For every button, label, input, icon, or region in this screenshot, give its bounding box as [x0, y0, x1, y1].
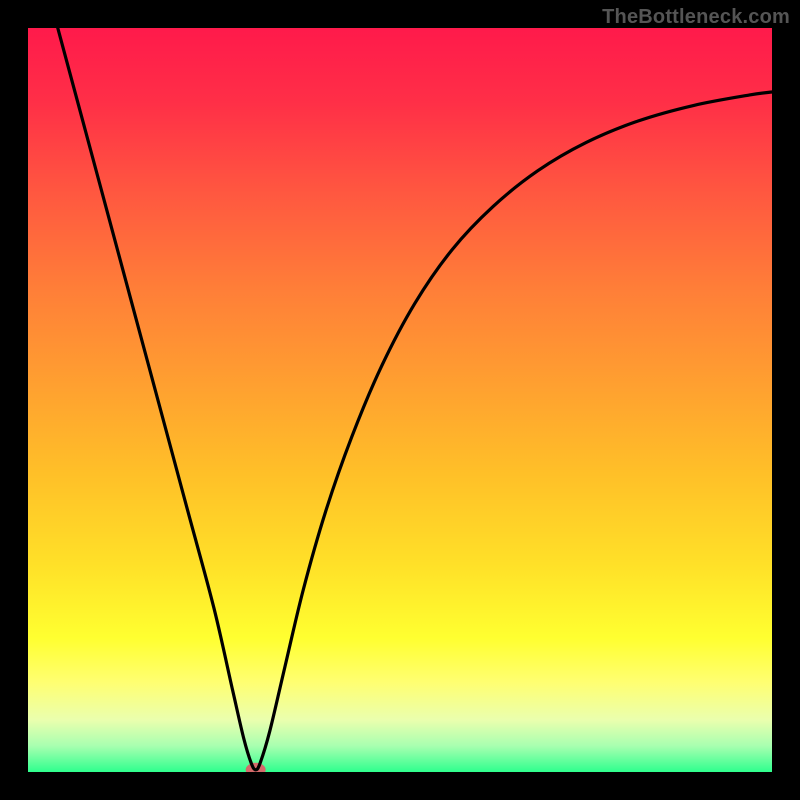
chart-frame: TheBottleneck.com: [0, 0, 800, 800]
plot-area: [28, 28, 772, 772]
gradient-background: [28, 28, 772, 772]
plot-svg: [28, 28, 772, 772]
watermark-text: TheBottleneck.com: [602, 6, 790, 29]
